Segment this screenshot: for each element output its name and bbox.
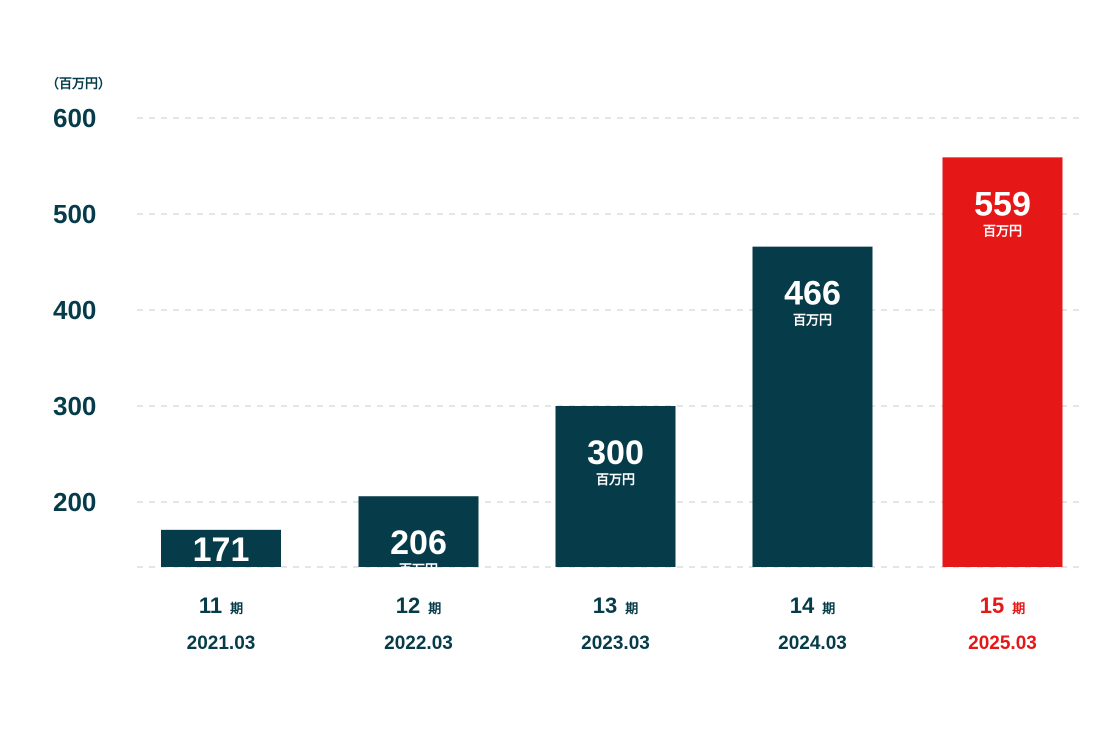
bar-value-label: 466 [784, 275, 841, 313]
y-tick-label: 600 [53, 103, 96, 133]
bar-value-label: 559 [974, 185, 1031, 223]
bar [358, 496, 479, 567]
y-tick-label: 500 [53, 199, 96, 229]
bar-unit-label: 百万円 [201, 570, 240, 585]
date-label: 2025.03 [968, 633, 1037, 654]
period-label: 12 期 [396, 593, 442, 618]
y-tick-label: 400 [53, 295, 96, 325]
y-tick-label: 300 [53, 391, 96, 421]
bar [555, 406, 676, 567]
period-label: 13 期 [593, 593, 639, 618]
bar-unit-label: 百万円 [399, 563, 438, 578]
bar [942, 157, 1063, 568]
bar [161, 529, 281, 567]
bar [752, 246, 873, 567]
date-label: 2022.03 [384, 633, 453, 654]
date-label: 2023.03 [581, 633, 650, 654]
date-label: 2024.03 [778, 633, 847, 654]
bar-unit-label: 百万円 [596, 473, 635, 488]
bar-unit-label: 百万円 [793, 314, 832, 329]
bar-value-label: 206 [390, 524, 447, 562]
bar-value-label: 171 [193, 531, 250, 569]
date-label: 2021.03 [187, 633, 256, 654]
y-axis-ticks: 200 300 400 500 600 [53, 103, 96, 517]
period-label: 15 期 [980, 593, 1026, 618]
x-axis-labels: 11 期 2021.03 12 期 2022.03 13 期 2023.03 14 期 2024.03… [187, 593, 1037, 654]
period-label: 11 期 [199, 593, 243, 618]
bar-unit-label: 百万円 [983, 224, 1022, 239]
y-tick-label: 200 [53, 487, 96, 517]
y-axis-unit-label: （百万円） [46, 76, 111, 92]
bar-value-label: 300 [587, 434, 644, 472]
period-label: 14 期 [790, 593, 836, 618]
